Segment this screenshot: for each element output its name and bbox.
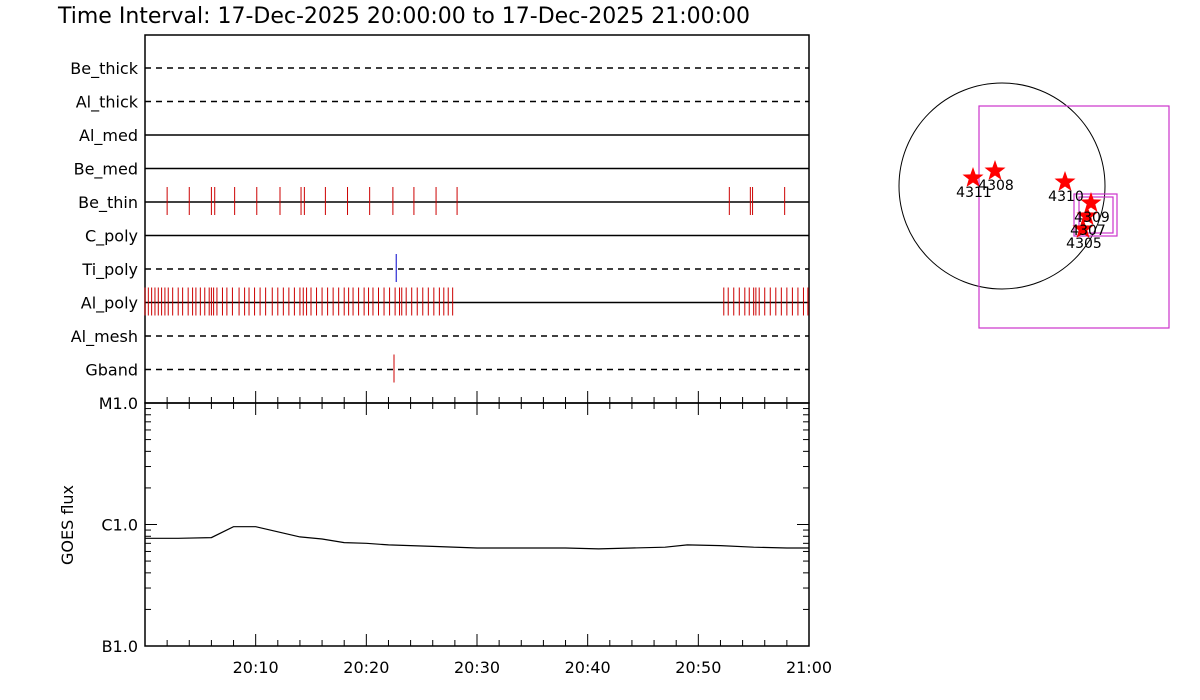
- active-region-label: 4311: [956, 185, 992, 201]
- x-tick-label: 20:50: [675, 658, 721, 677]
- filter-label: Al_med: [79, 126, 138, 146]
- active-region-star: [984, 160, 1006, 180]
- y-tick-label: B1.0: [102, 637, 138, 656]
- goes-flux-curve: [145, 526, 809, 550]
- timeline-frame: [144, 34, 810, 404]
- filter-label: Be_thick: [70, 59, 138, 79]
- filter-label: Al_poly: [81, 294, 138, 314]
- active-region-label: 4307: [1070, 223, 1106, 239]
- active-region-label: 4305: [1066, 236, 1102, 252]
- filter-timeline-panel: Be_thick Al_thick Al_med Be_med Be_thin C_pol…: [70, 34, 810, 404]
- y-tick-label: M1.0: [99, 394, 138, 413]
- filter-label: Ti_poly: [81, 260, 138, 280]
- active-region-label: 4309: [1074, 210, 1110, 226]
- active-region-star: [962, 167, 984, 187]
- xrt-fov-box: [978, 105, 1170, 329]
- filter-label: Al_mesh: [71, 327, 138, 347]
- filter-label: Be_med: [74, 160, 138, 180]
- goes-frame: [144, 402, 810, 647]
- sun-limb: [898, 82, 1106, 290]
- time-interval-title: Time Interval: 17-Dec-2025 20:00:00 to 1…: [57, 4, 750, 29]
- active-region-star: [1054, 171, 1076, 191]
- active-region-label: 4308: [978, 178, 1014, 194]
- xrt-fov-box: [1078, 196, 1114, 234]
- x-tick-label: 20:40: [565, 658, 611, 677]
- y-tick-label: C1.0: [101, 516, 138, 535]
- x-tick-label: 20:10: [233, 658, 279, 677]
- x-tick-label: 20:20: [343, 658, 389, 677]
- x-tick-label: 21:00: [786, 658, 832, 677]
- filter-label: Be_thin: [78, 193, 138, 213]
- active-region-star: [1080, 192, 1102, 212]
- filter-label: Gband: [85, 361, 138, 380]
- filter-label: Al_thick: [76, 93, 139, 113]
- active-region-star: [1076, 205, 1098, 225]
- active-region-star: [1072, 218, 1094, 238]
- x-tick-label: 20:30: [454, 658, 500, 677]
- filter-label: C_poly: [85, 227, 138, 247]
- goes-flux-panel: M1.0 C1.0 B1.0 20:10 20:20 20:30 20:40 20:50 21:…: [58, 391, 832, 677]
- y-axis-label: GOES flux: [58, 485, 77, 565]
- active-region-label: 4310: [1048, 189, 1084, 205]
- xrt-fov-box: [1073, 193, 1118, 237]
